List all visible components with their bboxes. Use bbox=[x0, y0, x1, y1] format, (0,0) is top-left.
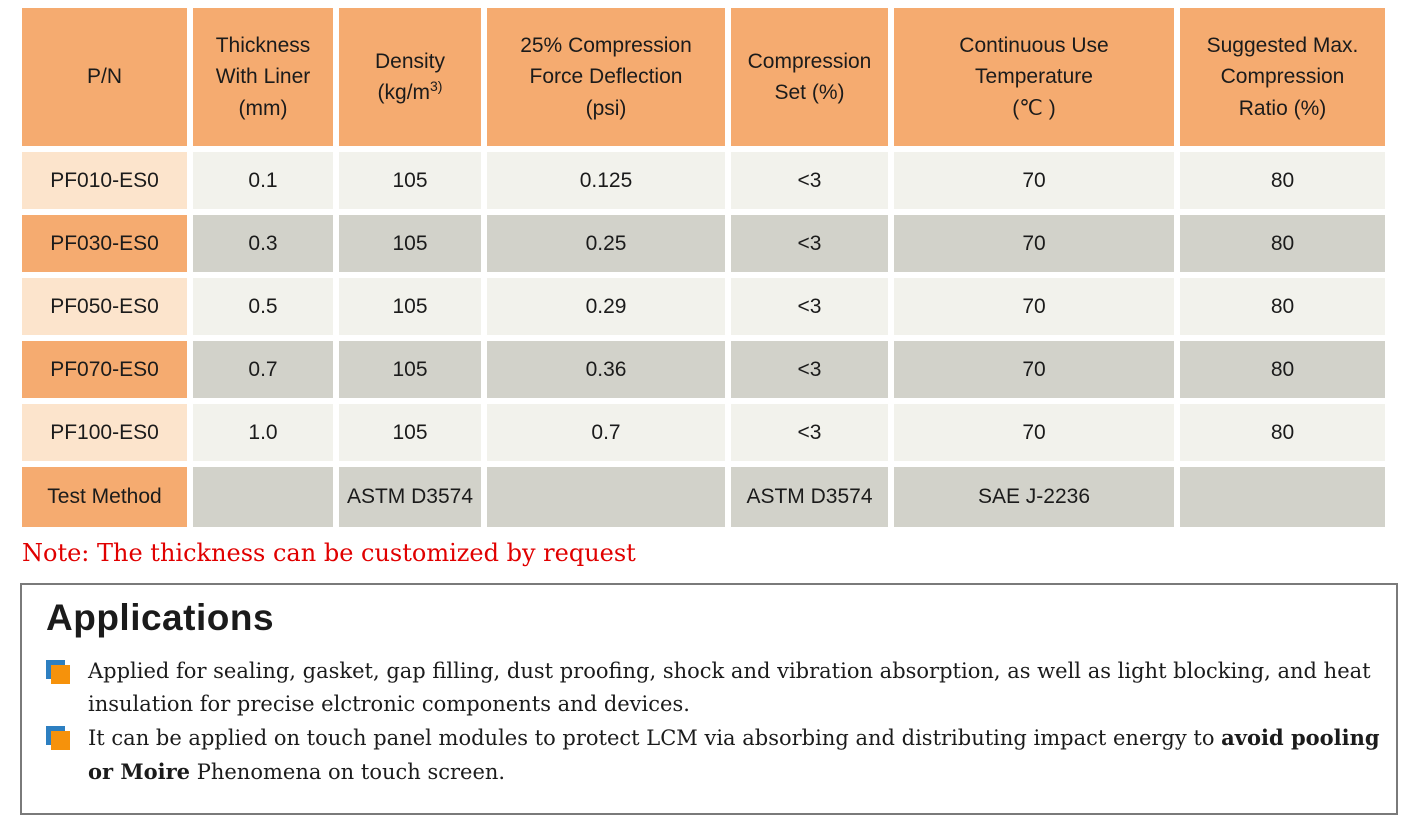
cell-value bbox=[1180, 467, 1385, 527]
application-item-text: It can be applied on touch panel modules… bbox=[88, 721, 1380, 789]
cell-pn: PF010-ES0 bbox=[22, 152, 187, 209]
applications-section: Applications Applied for sealing, gasket… bbox=[20, 583, 1398, 815]
text-part-bold: avoid pooling or Moire bbox=[88, 725, 1380, 784]
cell-value: 70 bbox=[894, 278, 1174, 335]
cell-value: <3 bbox=[731, 215, 888, 272]
cell-pn: PF050-ES0 bbox=[22, 278, 187, 335]
col-header-temperature: Continuous Use Temperature (℃ ) bbox=[894, 8, 1174, 146]
cell-value: 0.29 bbox=[487, 278, 725, 335]
col-header-label: P/N bbox=[86, 65, 122, 89]
cell-value: 0.3 bbox=[193, 215, 333, 272]
table-row: PF100-ES0 1.0 105 0.7 <3 70 80 bbox=[22, 404, 1385, 461]
application-item-text: Applied for sealing, gasket, gap filling… bbox=[88, 655, 1380, 721]
table-row: PF070-ES0 0.7 105 0.36 <3 70 80 bbox=[22, 341, 1385, 398]
cell-value: 80 bbox=[1180, 215, 1385, 272]
applications-title: Applications bbox=[46, 597, 275, 638]
cell-value: 0.36 bbox=[487, 341, 725, 398]
col-header-thickness: Thickness With Liner (mm) bbox=[193, 8, 333, 146]
cell-value: SAE J-2236 bbox=[894, 467, 1174, 527]
cell-value: 70 bbox=[894, 215, 1174, 272]
superscript: 3) bbox=[430, 78, 443, 94]
table-header-row: P/N Thickness With Liner (mm) Density (k… bbox=[22, 8, 1385, 146]
thickness-note: Note: The thickness can be customized by… bbox=[22, 539, 636, 567]
text-part: Applied for sealing, gasket, gap filling… bbox=[88, 659, 1371, 716]
cell-value: 0.7 bbox=[487, 404, 725, 461]
col-header-label: Compression Set (%) bbox=[747, 49, 872, 105]
table-row: PF010-ES0 0.1 105 0.125 <3 70 80 bbox=[22, 152, 1385, 209]
col-header-cfd: 25% Compression Force Deflection (psi) bbox=[487, 8, 725, 146]
table-row: PF050-ES0 0.5 105 0.29 <3 70 80 bbox=[22, 278, 1385, 335]
cell-value: 0.25 bbox=[487, 215, 725, 272]
col-header-label: Suggested Max. Compression Ratio (%) bbox=[1206, 33, 1359, 120]
cell-value: 0.1 bbox=[193, 152, 333, 209]
text-part: It can be applied on touch panel modules… bbox=[88, 726, 1222, 750]
application-item: It can be applied on touch panel modules… bbox=[46, 721, 1380, 789]
cell-test-method-label: Test Method bbox=[22, 467, 187, 527]
col-header-label: 25% Compression Force Deflection (psi) bbox=[520, 33, 692, 120]
cell-value bbox=[193, 467, 333, 527]
cell-value: 0.125 bbox=[487, 152, 725, 209]
cell-value: 80 bbox=[1180, 404, 1385, 461]
cell-value: 80 bbox=[1180, 278, 1385, 335]
cell-pn: PF100-ES0 bbox=[22, 404, 187, 461]
cell-value: <3 bbox=[731, 404, 888, 461]
square-bullet-icon bbox=[46, 726, 72, 752]
spec-table: P/N Thickness With Liner (mm) Density (k… bbox=[16, 2, 1391, 533]
cell-value: 105 bbox=[339, 341, 481, 398]
col-header-max-ratio: Suggested Max. Compression Ratio (%) bbox=[1180, 8, 1385, 146]
test-method-row: Test Method ASTM D3574 ASTM D3574 SAE J-… bbox=[22, 467, 1385, 527]
cell-value: 105 bbox=[339, 278, 481, 335]
cell-value: 105 bbox=[339, 152, 481, 209]
cell-value: 105 bbox=[339, 215, 481, 272]
cell-value: <3 bbox=[731, 341, 888, 398]
cell-value bbox=[487, 467, 725, 527]
cell-value: 70 bbox=[894, 152, 1174, 209]
text-part: Phenomena on touch screen. bbox=[190, 760, 506, 784]
cell-value: ASTM D3574 bbox=[339, 467, 481, 527]
cell-value: <3 bbox=[731, 278, 888, 335]
application-item: Applied for sealing, gasket, gap filling… bbox=[46, 655, 1380, 721]
cell-value: 105 bbox=[339, 404, 481, 461]
col-header-label: Density (kg/m bbox=[374, 49, 446, 105]
col-header-pn: P/N bbox=[22, 8, 187, 146]
cell-value: 80 bbox=[1180, 341, 1385, 398]
cell-value: 1.0 bbox=[193, 404, 333, 461]
cell-value: ASTM D3574 bbox=[731, 467, 888, 527]
cell-value: <3 bbox=[731, 152, 888, 209]
col-header-compression-set: Compression Set (%) bbox=[731, 8, 888, 146]
cell-pn: PF070-ES0 bbox=[22, 341, 187, 398]
square-bullet-icon bbox=[46, 660, 72, 686]
cell-value: 70 bbox=[894, 404, 1174, 461]
cell-value: 70 bbox=[894, 341, 1174, 398]
cell-value: 0.7 bbox=[193, 341, 333, 398]
cell-value: 80 bbox=[1180, 152, 1385, 209]
col-header-density: Density (kg/m3) bbox=[339, 8, 481, 146]
col-header-label: Continuous Use Temperature (℃ ) bbox=[959, 33, 1109, 120]
table-row: PF030-ES0 0.3 105 0.25 <3 70 80 bbox=[22, 215, 1385, 272]
cell-pn: PF030-ES0 bbox=[22, 215, 187, 272]
col-header-label: Thickness With Liner (mm) bbox=[215, 33, 311, 120]
cell-value: 0.5 bbox=[193, 278, 333, 335]
